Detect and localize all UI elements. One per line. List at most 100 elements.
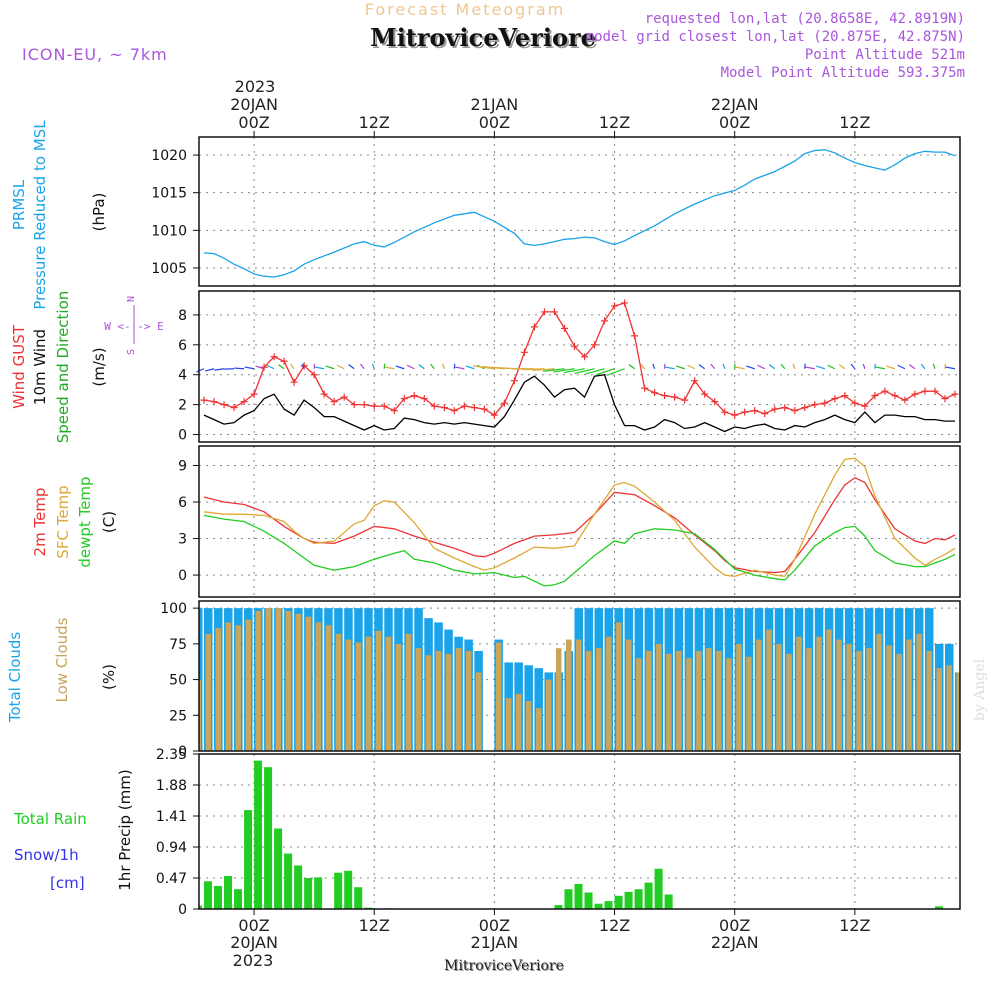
wind-direction-arrow [301,363,305,369]
precip-bar-total-rain [564,889,573,909]
bottom-time-label: 00Z [238,916,269,935]
precip-bar-total-rain [294,865,303,909]
temp-frame [198,445,961,598]
gust-marker [631,332,639,340]
clouds-bar-low-clouds [716,651,722,751]
temp-line-dewpt-temp [203,514,956,587]
chart-marks: 1005 1010 1015 1020 0 2 4 6 8 0 3 6 9 0 25 50 75 100 0 0.47… [151,95,961,952]
clouds-bar-low-clouds [946,665,952,751]
clouds-bar-low-clouds [896,653,902,751]
precip-bar-total-rain [604,901,613,909]
wind-direction-arrow [314,366,325,370]
gust-marker [570,342,578,350]
wind-direction-arrow [746,365,755,370]
bottom-time-label: 00Z [479,916,510,935]
wind-direction-arrow [792,363,796,369]
clouds-total-label: Total Clouds [6,632,24,724]
wind-direction-arrow [553,368,575,373]
wind-direction-arrow [278,364,285,370]
clouds-bar-low-clouds [796,636,802,751]
pressure-line-prmsl [203,149,956,278]
wind-ytick-label: 8 [178,308,187,324]
gust-marker [831,395,839,403]
gust-marker [691,377,699,385]
wind-direction-arrow [266,364,275,370]
wind-direction-arrow [442,363,445,369]
gust-marker [841,392,849,400]
gust-marker [420,395,428,403]
clouds-bar-low-clouds [646,651,652,751]
clouds-bar-low-clouds [335,633,342,751]
watermark: by Angel [972,658,988,721]
precip-ytick-label: 1.41 [156,809,187,825]
gust-marker [450,407,458,415]
gust-marker [721,408,729,416]
precip-bar-total-rain [584,892,593,909]
model-label: ICON-EU, ~ 7km [22,45,168,64]
pressure-ytick-label: 1020 [151,148,187,164]
gust-marker [500,399,508,407]
gust-marker [460,402,468,410]
wind-frame [198,290,961,443]
clouds-bar-low-clouds [455,648,462,751]
precip-bar-total-rain [614,895,623,909]
wind-direction-arrow [710,363,716,370]
precip-bar-total-rain [574,883,583,909]
wind-direction-arrow [687,364,695,370]
wind-direction-arrow [780,363,786,370]
wind-direction-arrow [563,368,585,374]
gust-marker [290,378,298,386]
gust-marker [210,398,218,406]
gust-marker [801,404,809,412]
top-time-label: 12Z [839,113,870,132]
clouds-bar-low-clouds [776,643,782,751]
top-date-label: 21JAN [471,95,519,114]
wind-direction-arrow [932,363,936,369]
precip-unit: 1hr Precip (mm) [116,769,134,890]
temp-dewpt-label: dewpt Temp [76,476,94,567]
wind-direction-arrow [454,366,465,370]
precip-bar-total-rain [634,889,643,909]
temp-line-2m-temp [203,476,956,574]
clouds-bar-low-clouds [696,651,702,751]
wind-direction-arrow [875,366,886,370]
clouds-bar-low-clouds [555,648,562,751]
top-time-label: 12Z [359,113,390,132]
pressure-label-2: Pressure Reduced to MSL [31,120,49,310]
clouds-bar-low-clouds [385,636,392,751]
wind-direction-arrow [371,363,375,369]
clouds-bar-low-clouds [866,648,872,751]
wind-10m-label: 10m Wind [31,329,49,405]
clouds-bar-low-clouds [936,668,942,751]
precip-snow-unit: [cm] [50,874,85,892]
wind-direction-arrow [886,365,896,370]
clouds-bar-low-clouds [505,698,512,751]
clouds-bar-low-clouds [365,636,372,751]
gust-marker [951,390,959,398]
precip-bar-total-rain [934,906,943,909]
gust-marker [881,387,889,395]
clouds-bar-low-clouds [616,622,622,751]
title-shadow: MitroviceVeriore [372,25,598,54]
gust-marker [591,341,599,349]
gust-marker [711,398,719,406]
wind-direction-arrow [325,365,335,370]
clouds-ytick-label: 100 [160,601,187,617]
gust-marker [681,396,689,404]
precip-ytick-label: 0 [178,902,187,918]
clouds-bar-low-clouds [235,625,242,751]
wind-direction-arrow [542,368,565,372]
wind-direction-arrow [768,364,776,370]
precip-bar-total-rain [664,894,673,909]
clouds-bar-low-clouds [375,631,382,751]
wind-direction-arrow [384,366,395,370]
clouds-bar-low-clouds [676,651,682,751]
wind-ytick-label: 2 [178,398,187,414]
gust-marker [470,404,478,412]
gust-marker [641,384,649,392]
clouds-bar-low-clouds [199,679,202,751]
clouds-bar-low-clouds [535,708,542,751]
wind-direction-arrow [945,366,956,370]
